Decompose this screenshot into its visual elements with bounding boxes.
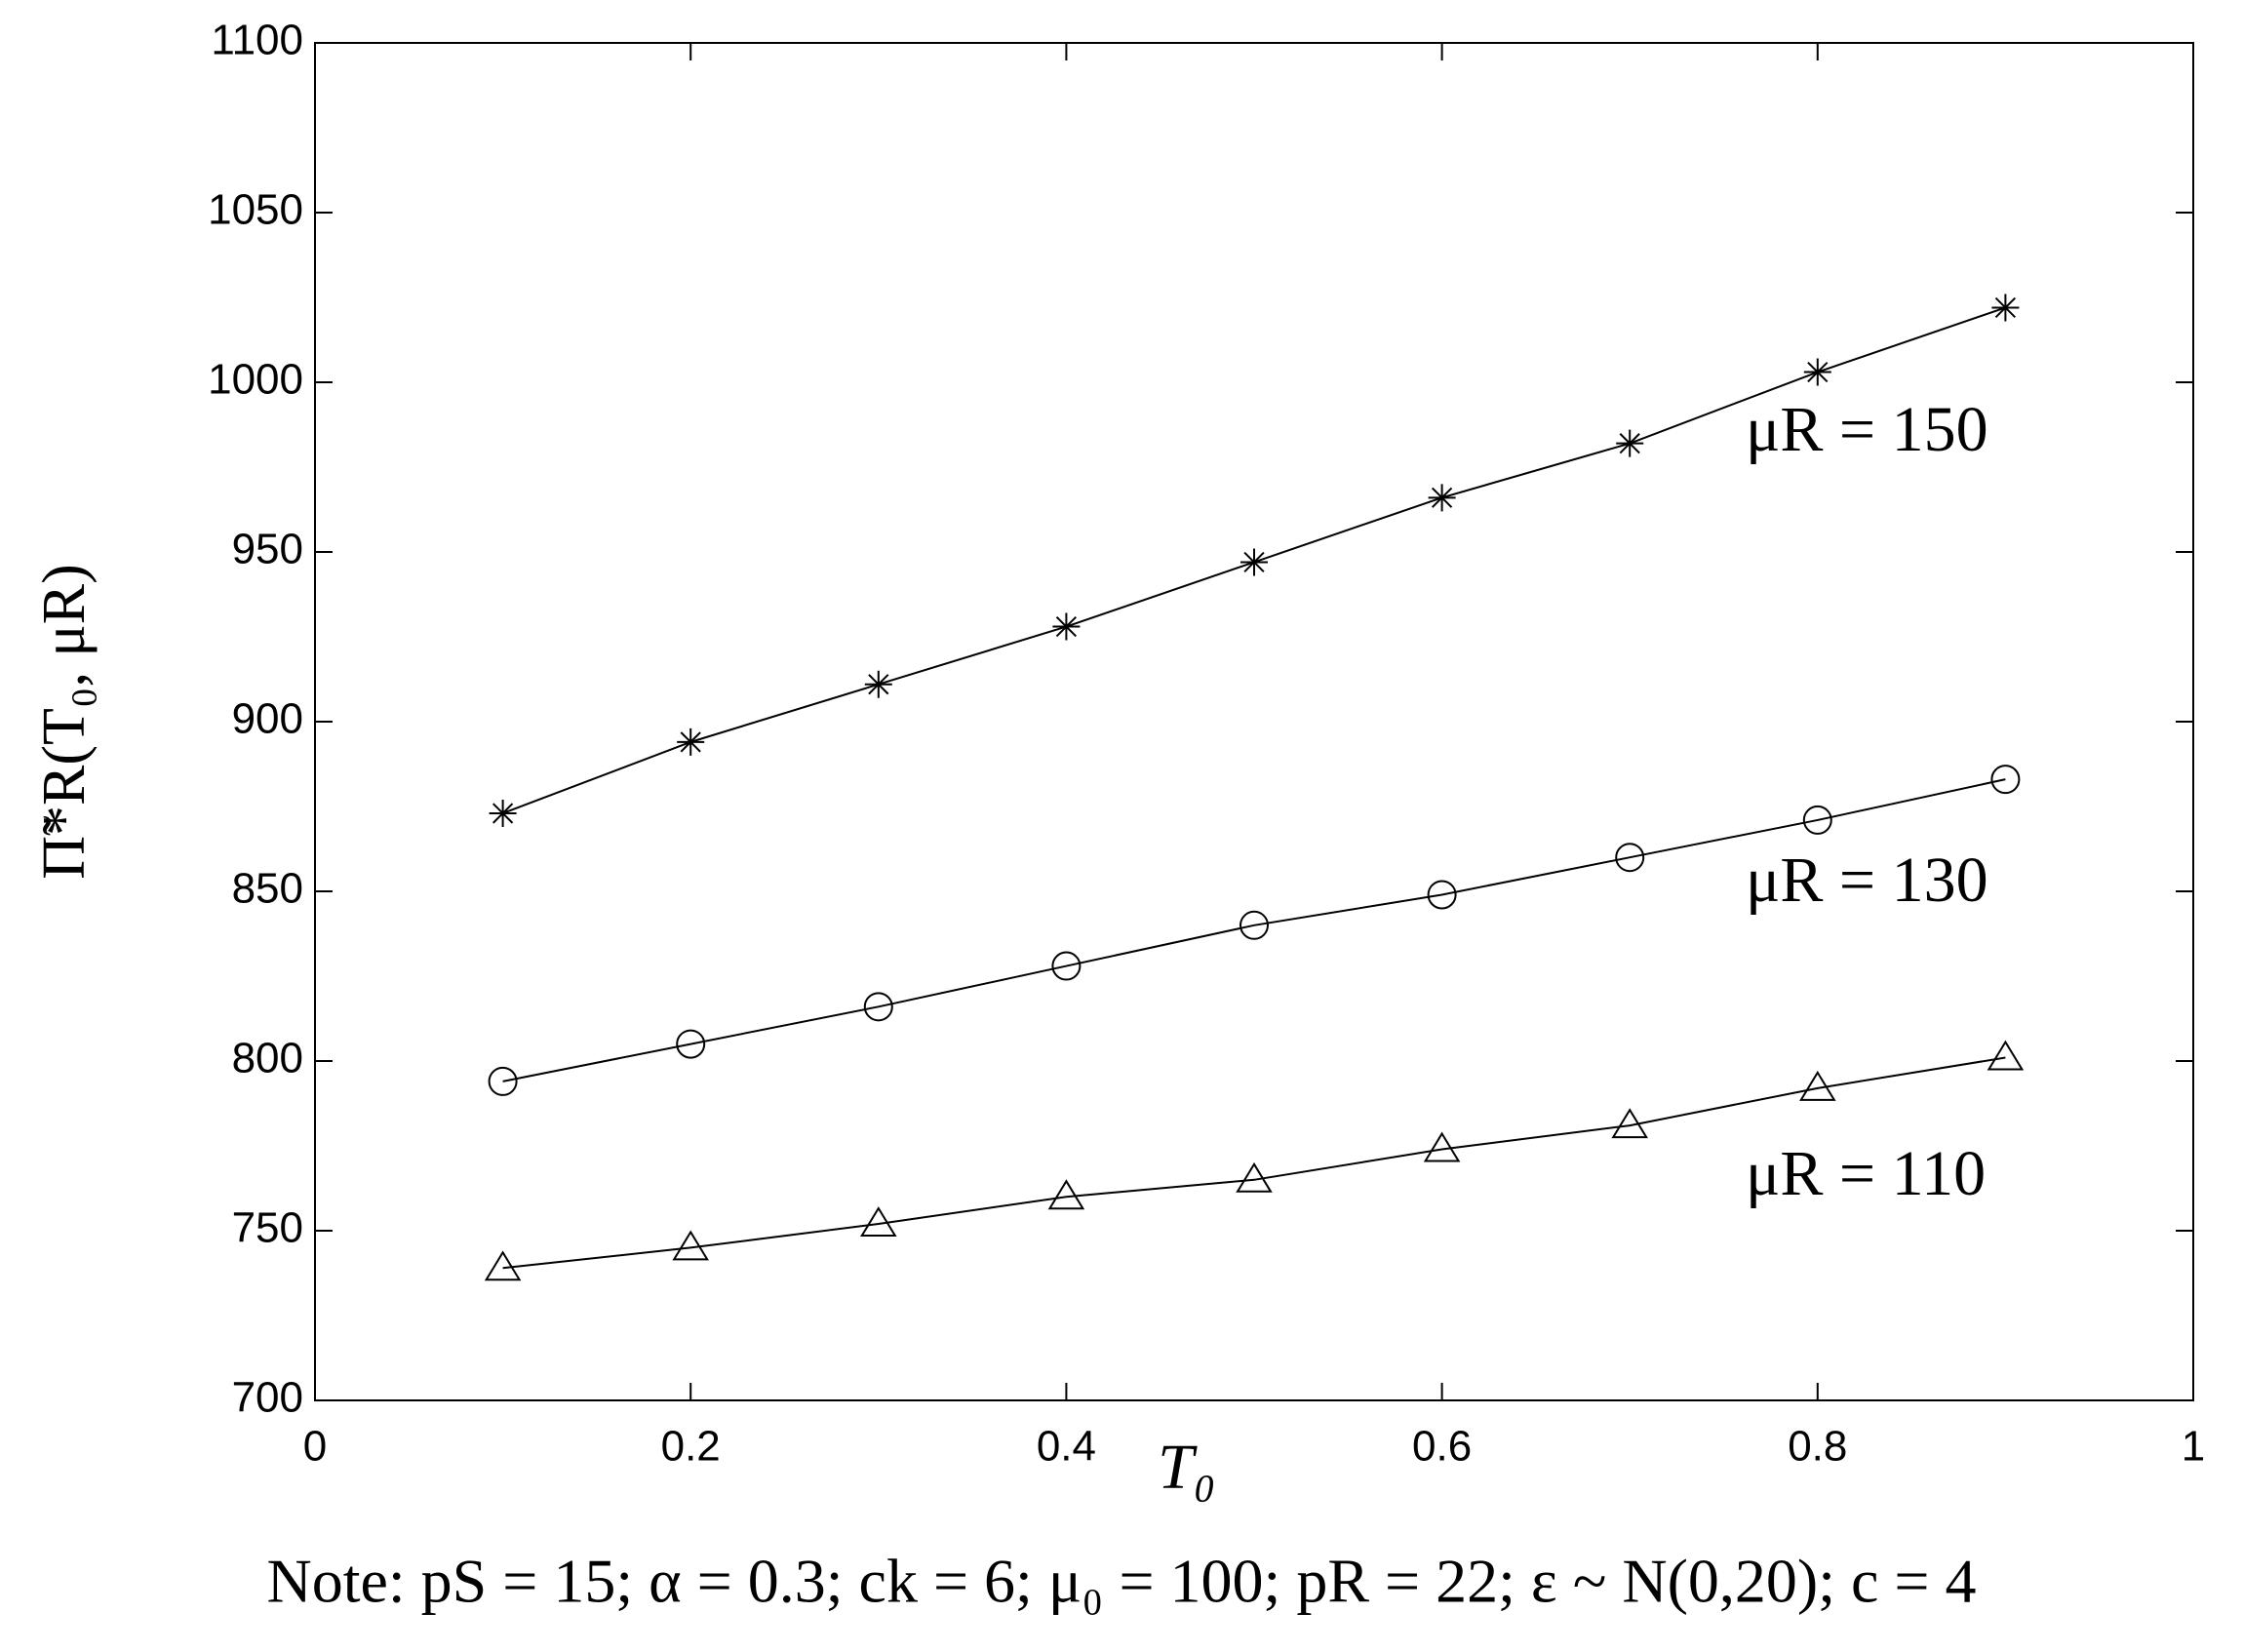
- marker: [1423, 1131, 1461, 1162]
- x-tick-label: 1: [2182, 1423, 2205, 1471]
- marker: [676, 1029, 706, 1059]
- series-line: [502, 1056, 2006, 1270]
- y-tick-label: 1100: [211, 17, 303, 64]
- marker: [1052, 612, 1081, 641]
- y-tick-label: 1050: [208, 186, 303, 234]
- marker: [1803, 358, 1831, 386]
- marker: [484, 1250, 522, 1281]
- series-label: μR = 110: [1746, 1138, 1986, 1209]
- y-tick-label: 800: [232, 1035, 303, 1082]
- marker: [1799, 1070, 1836, 1101]
- x-tick-label: 0.6: [1412, 1423, 1472, 1471]
- marker: [1615, 843, 1645, 873]
- y-tick-label: 950: [232, 526, 303, 573]
- series-label: μR = 130: [1746, 845, 1988, 916]
- x-tick-label: 0: [303, 1423, 327, 1471]
- y-tick-label: 700: [232, 1374, 303, 1422]
- marker: [1616, 429, 1644, 457]
- marker: [1047, 1179, 1085, 1210]
- y-tick-label: 900: [232, 695, 303, 743]
- marker: [1987, 1040, 2025, 1071]
- marker: [863, 992, 893, 1022]
- marker: [1428, 484, 1456, 512]
- y-tick-label: 750: [232, 1204, 303, 1252]
- marker: [488, 1066, 518, 1096]
- marker: [1611, 1108, 1648, 1139]
- marker: [864, 670, 892, 698]
- series-label: μR = 150: [1746, 394, 1988, 465]
- marker: [1427, 880, 1457, 910]
- x-tick-label: 0.4: [1037, 1423, 1096, 1471]
- y-tick-label: 850: [232, 865, 303, 913]
- marker: [1991, 294, 2020, 322]
- marker: [1051, 951, 1082, 981]
- x-tick-label: 0.8: [1788, 1423, 1847, 1471]
- marker: [860, 1206, 897, 1238]
- y-axis-label: Π̃*R(T₀, μR): [31, 564, 98, 880]
- marker: [1990, 765, 2021, 795]
- note: Note: pS = 15; α = 0.3; ck = 6; μ₀ = 100…: [266, 1547, 1976, 1616]
- marker: [1236, 1161, 1273, 1193]
- x-axis-label: T₀: [1158, 1432, 1216, 1503]
- marker: [1802, 805, 1832, 835]
- marker: [1240, 910, 1269, 940]
- x-tick-label: 0.2: [661, 1423, 721, 1471]
- marker: [489, 799, 517, 827]
- y-tick-label: 1000: [208, 356, 303, 404]
- series-line: [502, 778, 2006, 1082]
- marker: [1240, 548, 1268, 576]
- marker: [677, 728, 705, 756]
- marker: [672, 1230, 709, 1261]
